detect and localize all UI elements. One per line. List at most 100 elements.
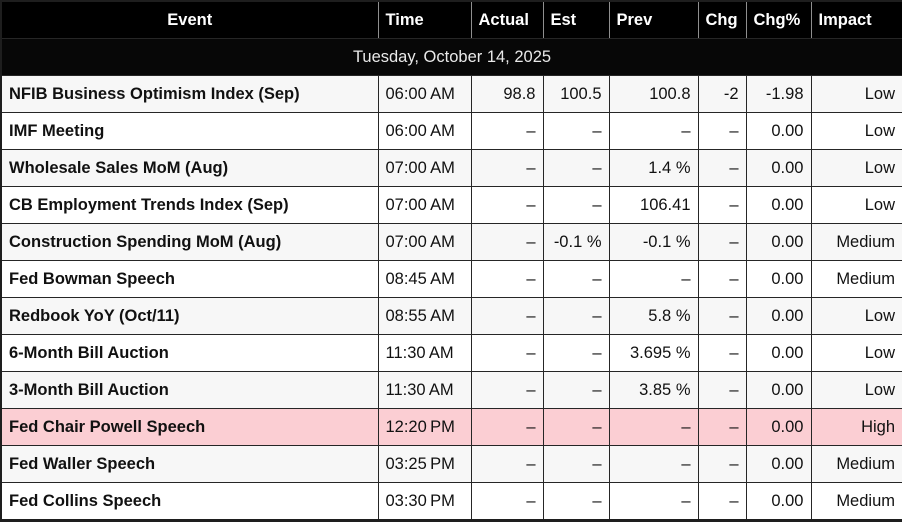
cell-time: 07:00 AM [377, 149, 472, 187]
cell-time: 11:30 AM [377, 334, 472, 372]
cell-chg_pct: 0.00 [745, 297, 812, 335]
cell-est: – [542, 482, 610, 521]
column-header-chg: Chg [697, 0, 747, 39]
cell-impact: High [810, 408, 902, 446]
cell-actual: – [470, 371, 544, 409]
cell-prev: -0.1 % [608, 223, 699, 261]
cell-chg_pct: 0.00 [745, 112, 812, 150]
cell-chg: – [697, 260, 747, 298]
cell-chg_pct: 0.00 [745, 334, 812, 372]
cell-impact: Medium [810, 482, 902, 521]
cell-time: 08:45 AM [377, 260, 472, 298]
cell-chg_pct: 0.00 [745, 408, 812, 446]
cell-prev: 3.695 % [608, 334, 699, 372]
header-row: Event Time Actual Est Prev Chg Chg% Impact [0, 0, 902, 39]
cell-event: Fed Chair Powell Speech [0, 408, 379, 446]
cell-chg_pct: 0.00 [745, 223, 812, 261]
cell-actual: – [470, 186, 544, 224]
table-row: 3-Month Bill Auction 11:30 AM – –3.85 % –0.0… [0, 371, 902, 409]
column-header-time: Time [377, 0, 472, 39]
date-band-row: Tuesday, October 14, 2025 [0, 38, 902, 76]
cell-prev: 5.8 % [608, 297, 699, 335]
cell-time: 12:20 PM [377, 408, 472, 446]
cell-est: – [542, 112, 610, 150]
column-header-event: Event [0, 0, 379, 39]
table-row: Redbook YoY (Oct/11) 08:55 AM – –5.8 % –0.00… [0, 297, 902, 335]
cell-chg: – [697, 297, 747, 335]
cell-chg_pct: 0.00 [745, 149, 812, 187]
cell-prev: – [608, 408, 699, 446]
cell-chg_pct: 0.00 [745, 260, 812, 298]
cell-chg: – [697, 334, 747, 372]
calendar-header: Event Time Actual Est Prev Chg Chg% Impact [0, 0, 902, 39]
calendar-rows: NFIB Business Optimism Index (Sep) 06:00 … [0, 75, 902, 521]
column-header-chg_pct: Chg% [745, 0, 812, 39]
cell-impact: Low [810, 112, 902, 150]
cell-event: Construction Spending MoM (Aug) [0, 223, 379, 261]
cell-chg_pct: 0.00 [745, 186, 812, 224]
cell-time: 03:25 PM [377, 445, 472, 483]
cell-est: – [542, 297, 610, 335]
cell-actual: – [470, 223, 544, 261]
cell-est: – [542, 371, 610, 409]
cell-actual: – [470, 297, 544, 335]
cell-est: – [542, 186, 610, 224]
cell-actual: – [470, 260, 544, 298]
cell-actual: – [470, 112, 544, 150]
cell-chg: – [697, 112, 747, 150]
cell-chg_pct: 0.00 [745, 371, 812, 409]
cell-event: Fed Bowman Speech [0, 260, 379, 298]
cell-actual: – [470, 149, 544, 187]
cell-event: NFIB Business Optimism Index (Sep) [0, 75, 379, 113]
table-row: Fed Waller Speech 03:25 PM – – – –0.00 Medium [0, 445, 902, 483]
cell-event: 3-Month Bill Auction [0, 371, 379, 409]
table-row: CB Employment Trends Index (Sep) 07:00 AM… [0, 186, 902, 224]
table-row: 6-Month Bill Auction 11:30 AM – –3.695 % –0.… [0, 334, 902, 372]
cell-chg: – [697, 149, 747, 187]
column-header-impact: Impact [810, 0, 902, 39]
cell-chg: – [697, 408, 747, 446]
cell-est: – [542, 445, 610, 483]
cell-actual: – [470, 334, 544, 372]
cell-impact: Medium [810, 223, 902, 261]
cell-chg: – [697, 186, 747, 224]
cell-impact: Low [810, 149, 902, 187]
column-header-prev: Prev [608, 0, 699, 39]
cell-event: Fed Waller Speech [0, 445, 379, 483]
cell-actual: – [470, 445, 544, 483]
cell-est: -0.1 % [542, 223, 610, 261]
cell-prev: – [608, 445, 699, 483]
table-row: Wholesale Sales MoM (Aug) 07:00 AM – –1.4 %… [0, 149, 902, 187]
cell-event: 6-Month Bill Auction [0, 334, 379, 372]
cell-chg_pct: 0.00 [745, 445, 812, 483]
cell-est: – [542, 260, 610, 298]
cell-chg: – [697, 223, 747, 261]
cell-actual: 98.8 [470, 75, 544, 113]
column-header-actual: Actual [470, 0, 544, 39]
cell-est: – [542, 334, 610, 372]
cell-impact: Low [810, 371, 902, 409]
cell-impact: Medium [810, 260, 902, 298]
table-row: NFIB Business Optimism Index (Sep) 06:00 … [0, 75, 902, 113]
cell-est: – [542, 408, 610, 446]
cell-event: IMF Meeting [0, 112, 379, 150]
cell-prev: 100.8 [608, 75, 699, 113]
cell-actual: – [470, 408, 544, 446]
cell-chg: – [697, 445, 747, 483]
cell-chg: -2 [697, 75, 747, 113]
cell-chg_pct: -1.98 [745, 75, 812, 113]
cell-impact: Low [810, 186, 902, 224]
column-header-est: Est [542, 0, 610, 39]
cell-event: CB Employment Trends Index (Sep) [0, 186, 379, 224]
cell-prev: 106.41 [608, 186, 699, 224]
cell-time: 08:55 AM [377, 297, 472, 335]
cell-impact: Medium [810, 445, 902, 483]
table-row: IMF Meeting 06:00 AM – – – –0.00 Low [0, 112, 902, 150]
table-row: Construction Spending MoM (Aug) 07:00 AM –… [0, 223, 902, 261]
cell-time: 06:00 AM [377, 75, 472, 113]
cell-impact: Low [810, 75, 902, 113]
cell-time: 07:00 AM [377, 223, 472, 261]
cell-time: 06:00 AM [377, 112, 472, 150]
cell-est: 100.5 [542, 75, 610, 113]
